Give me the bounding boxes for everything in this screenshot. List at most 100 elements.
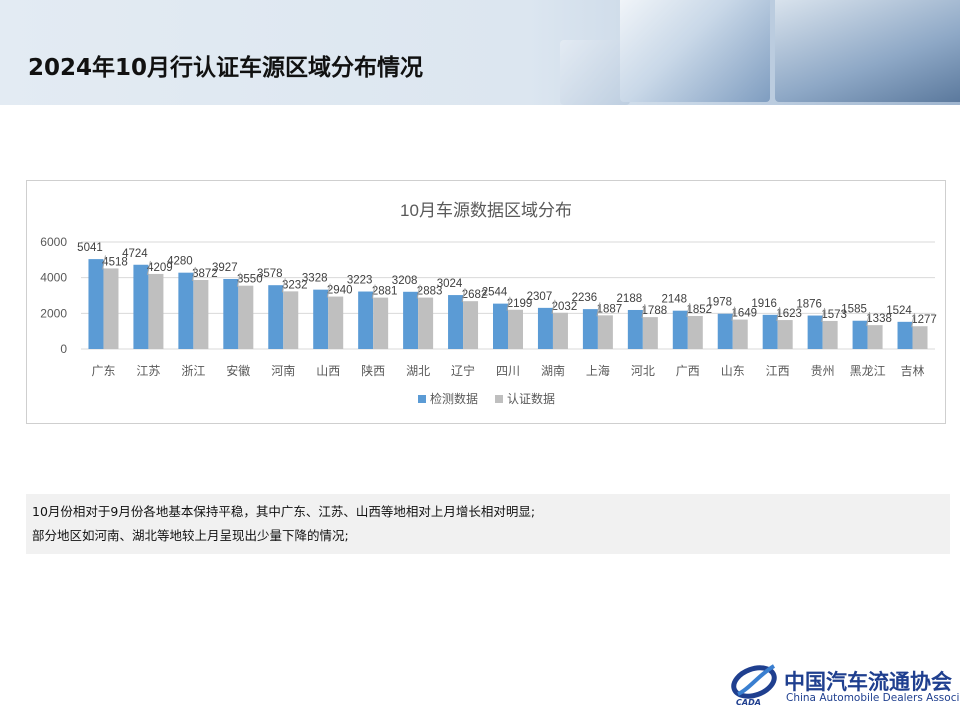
label-leader-line [731, 306, 736, 321]
x-tick-label: 湖南 [541, 363, 565, 378]
bar-检测数据 [493, 303, 508, 349]
logo-name-en: China Automobile Dealers Association [786, 692, 960, 704]
data-label-检测数据: 4280 [167, 256, 193, 268]
bar-检测数据 [133, 264, 149, 349]
bar-认证数据 [508, 309, 523, 349]
bar-认证数据 [867, 325, 883, 349]
bar-认证数据 [777, 320, 793, 349]
label-leader-line [416, 284, 421, 299]
page-title: 2024年10月行认证车源区域分布情况 [28, 55, 424, 81]
bar-检测数据 [268, 285, 284, 349]
bar-认证数据 [193, 279, 209, 349]
data-label-认证数据: 4209 [147, 262, 173, 274]
x-tick-label: 山东 [721, 364, 745, 378]
bar-认证数据 [642, 317, 658, 349]
data-label-检测数据: 2307 [527, 291, 553, 303]
bar-认证数据 [373, 297, 389, 349]
x-tick-label: 河南 [271, 363, 295, 378]
label-leader-line [371, 284, 376, 299]
chart-title: 10月车源数据区域分布 [400, 201, 572, 220]
data-label-检测数据: 3328 [302, 273, 328, 285]
x-tick-label: 吉林 [901, 364, 925, 378]
notes-box: 10月份相对于9月份各地基本保持平稳，其中广东、江苏、山西等地相对上月增长相对明… [26, 494, 950, 554]
bar-认证数据 [687, 315, 703, 349]
data-label-认证数据: 1852 [686, 304, 712, 316]
x-tick-label: 辽宁 [451, 363, 475, 378]
data-label-检测数据: 2188 [617, 293, 643, 305]
label-leader-line [326, 283, 331, 298]
x-tick-label: 广西 [676, 364, 700, 378]
legend-label: 检测数据 [430, 391, 478, 406]
bar-检测数据 [582, 309, 598, 349]
bar-检测数据 [672, 310, 688, 349]
bar-检测数据 [403, 291, 419, 349]
bar-检测数据 [178, 272, 194, 349]
data-label-认证数据: 1573 [821, 309, 847, 321]
label-leader-line [551, 299, 556, 314]
label-leader-line [686, 302, 691, 318]
data-label-认证数据: 2032 [552, 301, 578, 313]
x-tick-label: 湖北 [406, 363, 430, 378]
x-tick-label: 上海 [586, 363, 610, 378]
data-label-检测数据: 1876 [796, 299, 822, 311]
data-label-认证数据: 1338 [866, 313, 892, 325]
bar-认证数据 [418, 297, 434, 349]
bar-检测数据 [852, 320, 868, 349]
bar-检测数据 [897, 321, 913, 349]
label-leader-line [911, 313, 916, 328]
cada-logo-icon: CADA [731, 664, 777, 706]
y-tick-label: 0 [60, 342, 67, 356]
label-leader-line [776, 306, 781, 322]
legend-label: 认证数据 [507, 391, 555, 406]
data-label-检测数据: 2148 [661, 294, 687, 306]
y-tick-label: 2000 [40, 306, 67, 320]
association-logo: CADA 中国汽车流通协会 China Automobile Dealers A… [730, 660, 960, 710]
svg-text:CADA: CADA [736, 698, 761, 706]
bar-认证数据 [552, 312, 568, 349]
bar-检测数据 [313, 289, 329, 349]
data-label-认证数据: 2881 [372, 286, 398, 298]
x-tick-label: 广东 [91, 364, 115, 378]
x-tick-label: 浙江 [181, 364, 205, 378]
note-line-1: 10月份相对于9月份各地基本保持平稳，其中广东、江苏、山西等地相对上月增长相对明… [32, 504, 536, 519]
logo-name-cn: 中国汽车流通协会 [784, 669, 952, 694]
decorative-cube [560, 40, 630, 105]
x-tick-label: 贵州 [811, 364, 835, 378]
x-tick-label: 安徽 [226, 363, 250, 378]
bar-检测数据 [717, 313, 733, 349]
legend-swatch [418, 395, 426, 403]
x-tick-label: 黑龙江 [850, 364, 886, 378]
bar-认证数据 [732, 319, 748, 349]
bar-检测数据 [537, 307, 553, 349]
data-label-检测数据: 3578 [257, 268, 283, 280]
bar-检测数据 [88, 259, 104, 349]
label-leader-line [506, 296, 511, 311]
data-label-检测数据: 2236 [572, 292, 598, 304]
bar-认证数据 [912, 326, 928, 349]
data-label-认证数据: 4518 [102, 256, 128, 268]
data-label-检测数据: 3024 [437, 278, 463, 290]
data-label-检测数据: 1916 [751, 298, 777, 310]
bar-认证数据 [238, 285, 254, 349]
bar-检测数据 [627, 309, 643, 349]
data-label-认证数据: 1788 [642, 305, 668, 317]
x-tick-label: 陕西 [361, 363, 385, 378]
bar-认证数据 [328, 296, 344, 349]
bar-检测数据 [448, 295, 464, 349]
data-label-检测数据: 3223 [347, 275, 373, 287]
data-label-认证数据: 2682 [462, 289, 488, 301]
data-label-检测数据: 1524 [886, 305, 912, 317]
chart-container: 10月车源数据区域分布 0 2000 4000 6000 5041 4518 广东 4724 42… [26, 180, 946, 424]
data-label-检测数据: 2544 [482, 287, 508, 299]
header-banner: 2024年10月行认证车源区域分布情况 [0, 0, 960, 105]
y-tick-label: 6000 [40, 235, 67, 249]
label-leader-line [821, 307, 826, 323]
bar-认证数据 [283, 291, 299, 349]
data-label-认证数据: 2940 [327, 285, 353, 297]
bar-认证数据 [463, 301, 479, 349]
x-tick-label: 四川 [496, 364, 520, 378]
y-tick-label: 4000 [40, 271, 67, 285]
label-leader-line [596, 302, 601, 317]
decorative-cube [620, 0, 770, 102]
label-leader-line [236, 272, 241, 287]
